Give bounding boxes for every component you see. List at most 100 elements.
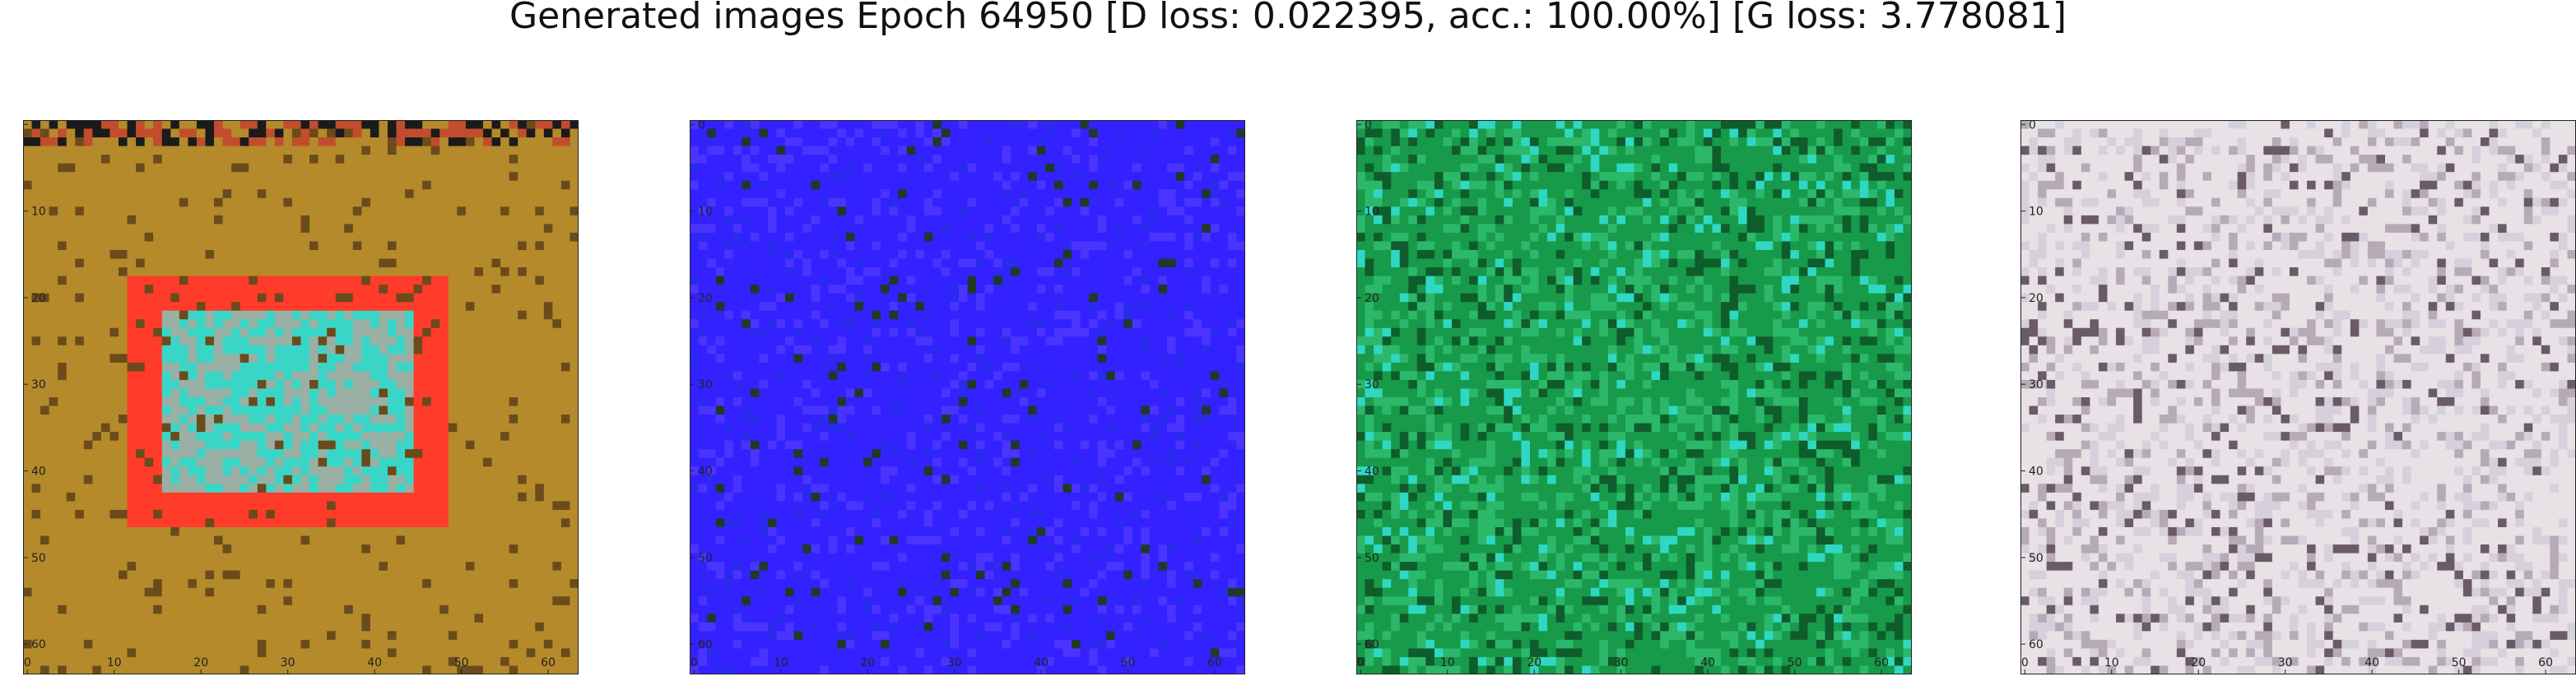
image-pixel — [474, 345, 484, 354]
image-pixel — [249, 656, 258, 667]
image-pixel — [439, 206, 449, 216]
image-pixel — [179, 457, 188, 467]
image-pixel — [23, 224, 33, 234]
image-pixel — [915, 232, 925, 243]
image-pixel — [318, 120, 328, 130]
image-pixel — [932, 180, 942, 190]
image-pixel — [370, 189, 380, 199]
image-pixel — [300, 293, 310, 303]
image-pixel — [1097, 189, 1107, 199]
image-pixel — [1045, 180, 1055, 190]
image-pixel — [881, 172, 890, 182]
image-pixel — [923, 163, 933, 173]
image-pixel — [83, 501, 93, 511]
image-pixel — [1219, 224, 1229, 234]
image-pixel — [222, 345, 232, 354]
image-pixel — [543, 146, 553, 155]
image-pixel — [23, 302, 33, 312]
image-pixel — [387, 614, 398, 623]
image-pixel — [785, 189, 795, 199]
image-pixel — [222, 475, 232, 484]
image-pixel — [422, 180, 432, 190]
image-pixel — [23, 371, 33, 381]
image-pixel — [1045, 215, 1055, 225]
image-pixel — [92, 639, 102, 650]
image-pixel — [430, 180, 440, 190]
image-pixel — [291, 258, 302, 268]
image-pixel — [318, 137, 328, 147]
image-pixel — [196, 128, 207, 138]
image-pixel — [170, 449, 180, 459]
image-pixel — [309, 249, 319, 260]
image-pixel — [127, 345, 137, 354]
image-pixel — [785, 206, 795, 216]
image-pixel — [518, 206, 528, 216]
image-pixel — [23, 397, 33, 407]
image-pixel — [352, 197, 362, 207]
image-pixel — [100, 484, 111, 493]
image-pixel — [500, 206, 510, 216]
image-pixel — [457, 631, 467, 641]
image-pixel — [430, 449, 440, 459]
image-pixel — [1019, 146, 1029, 155]
image-pixel — [448, 232, 458, 243]
image-pixel — [482, 362, 493, 373]
image-pixel — [335, 258, 345, 268]
image-pixel — [552, 232, 562, 243]
image-pixel — [370, 354, 380, 364]
image-pixel — [872, 180, 881, 190]
image-pixel — [698, 197, 708, 207]
image-pixel — [509, 526, 518, 537]
image-pixel — [179, 648, 188, 658]
image-pixel — [100, 457, 111, 467]
image-pixel — [100, 258, 111, 268]
image-pixel — [274, 285, 285, 294]
image-pixel — [66, 327, 76, 337]
image-pixel — [83, 509, 93, 520]
image-pixel — [776, 120, 786, 130]
image-pixel — [872, 120, 881, 130]
image-pixel — [543, 285, 553, 294]
image-pixel — [161, 605, 171, 614]
image-pixel — [552, 293, 562, 303]
image-pixel — [560, 345, 571, 354]
image-pixel — [31, 362, 41, 373]
image-pixel — [222, 371, 232, 381]
image-pixel — [274, 163, 285, 173]
image-pixel — [552, 648, 562, 658]
image-pixel — [127, 449, 137, 459]
image-pixel — [335, 327, 345, 337]
image-pixel — [239, 206, 249, 216]
image-pixel — [109, 197, 119, 207]
image-pixel — [518, 587, 528, 597]
image-pixel — [405, 232, 415, 243]
image-pixel — [405, 562, 415, 572]
image-pixel — [75, 509, 85, 520]
image-pixel — [785, 137, 795, 147]
image-pixel — [327, 258, 337, 268]
image-pixel — [448, 327, 458, 337]
image-pixel — [119, 345, 128, 354]
image-pixel — [161, 570, 171, 580]
image-pixel — [66, 146, 76, 155]
image-pixel — [127, 605, 137, 614]
image-pixel — [266, 656, 276, 667]
image-pixel — [214, 501, 224, 511]
image-pixel — [707, 215, 717, 225]
image-pixel — [465, 163, 476, 173]
image-pixel — [1045, 128, 1055, 138]
image-pixel — [509, 327, 518, 337]
image-pixel — [291, 241, 302, 251]
image-pixel — [732, 128, 742, 138]
image-pixel — [509, 648, 518, 658]
image-pixel — [474, 319, 484, 329]
image-pixel — [205, 206, 215, 216]
image-pixel — [222, 492, 232, 502]
image-pixel — [31, 215, 41, 225]
image-pixel — [161, 137, 171, 147]
image-pixel — [318, 189, 328, 199]
image-pixel — [249, 526, 258, 537]
image-pixel — [482, 449, 493, 459]
image-pixel — [881, 146, 890, 155]
image-pixel — [318, 570, 328, 580]
